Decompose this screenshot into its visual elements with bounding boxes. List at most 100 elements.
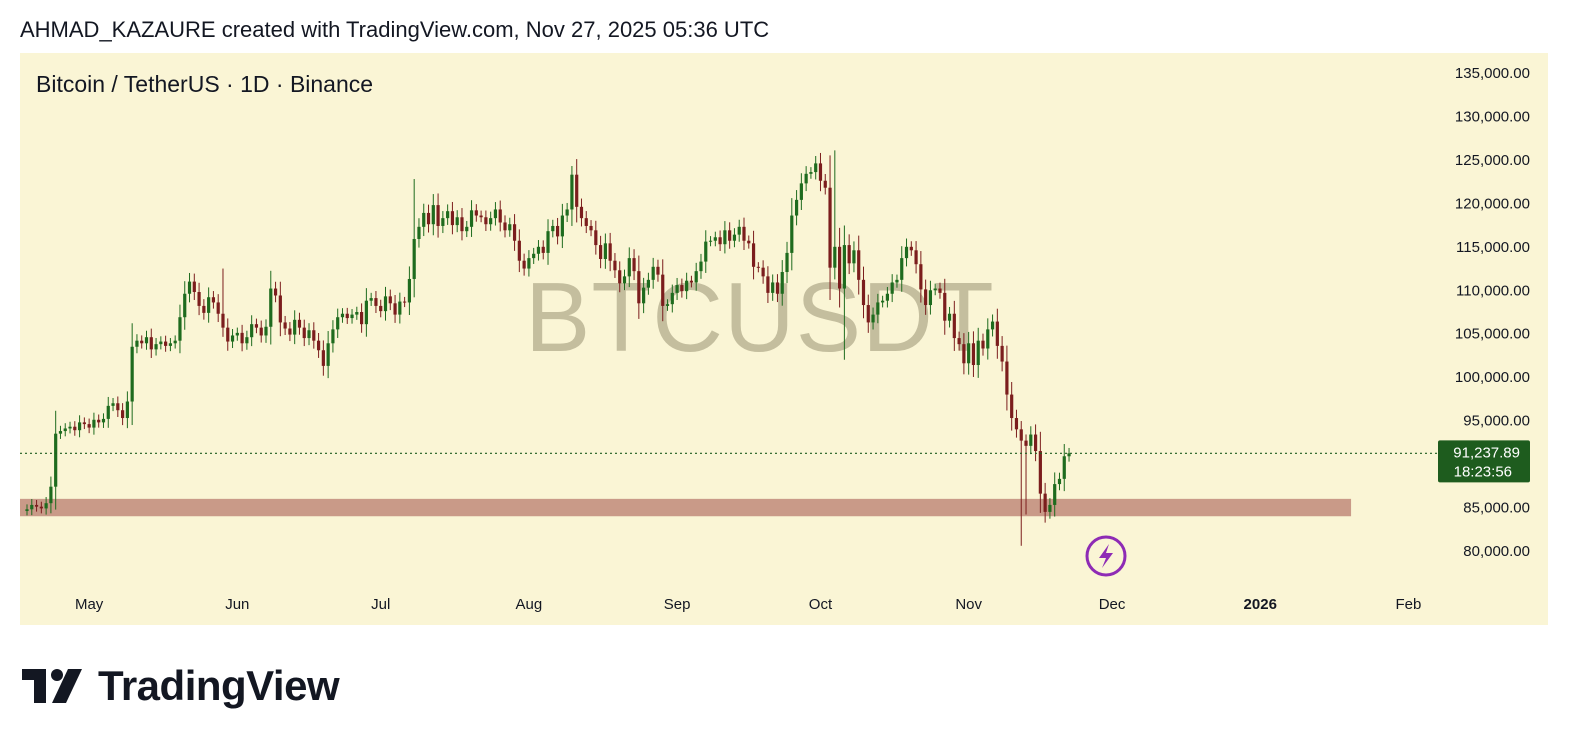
candle-body [1062, 456, 1066, 479]
time-axis-tick-label: Nov [955, 596, 982, 613]
candle-body [728, 230, 732, 241]
candle-body [924, 289, 928, 306]
candle-body [847, 245, 851, 264]
candle-body [264, 326, 268, 336]
candle-body [675, 285, 679, 293]
candle-body [383, 296, 388, 312]
candle-body [627, 258, 631, 277]
candle-body [1053, 484, 1057, 505]
candle-body [995, 321, 999, 346]
candle-body [852, 250, 856, 264]
candle-body [226, 327, 230, 342]
candle-body [589, 225, 593, 231]
candle-body [417, 226, 421, 239]
candle-body [331, 329, 335, 344]
tradingview-logo-icon [22, 669, 82, 703]
candle-body [345, 313, 349, 319]
candle-body [92, 419, 96, 428]
candle-body [565, 209, 569, 216]
symbol-watermark: BTCUSDT [525, 262, 995, 372]
candle-body [541, 246, 545, 253]
price-axis: 135,000.00 130,000.00 125,000.00 120,000.00… [1455, 65, 1530, 560]
candle-body [183, 293, 187, 318]
candle-body [656, 266, 660, 275]
candle-body [508, 224, 512, 231]
candle-body [904, 246, 909, 259]
candle-body [704, 241, 708, 262]
candle-body [269, 288, 273, 327]
candle-body [455, 217, 459, 226]
candle-body [967, 343, 971, 364]
candle-body [235, 332, 239, 336]
price-axis-tick-label: 125,000.00 [1455, 152, 1530, 169]
candle-body [431, 205, 435, 225]
candle-body [794, 199, 799, 216]
candle-body [646, 279, 650, 288]
price-axis-tick-label: 115,000.00 [1456, 239, 1530, 256]
candle-body [761, 267, 765, 277]
candle-body [144, 337, 149, 344]
candle-body [412, 238, 416, 279]
candle-body [1048, 504, 1052, 512]
candle-body [833, 246, 837, 268]
candle-body [278, 295, 282, 323]
candle-body [168, 343, 172, 346]
candle-body [689, 280, 694, 283]
candle-body [732, 234, 737, 241]
tradingview-brand[interactable]: TradingView [22, 662, 340, 710]
candle-body [140, 340, 144, 344]
candle-body [187, 281, 192, 294]
candle-body [962, 344, 966, 364]
candle-body [866, 305, 870, 323]
price-axis-tick-label: 135,000.00 [1455, 65, 1530, 82]
candle-body [426, 212, 431, 225]
candle-body [871, 314, 875, 323]
candle-body [694, 271, 698, 283]
candle-body [579, 206, 584, 219]
candle-body [699, 261, 703, 272]
candle-body [245, 337, 249, 344]
candle-body [857, 250, 861, 280]
candle-body [121, 410, 125, 419]
candle-body [254, 324, 259, 328]
candle-body [350, 314, 354, 319]
candle-body [326, 343, 330, 366]
candle-body [1010, 394, 1014, 419]
price-axis-tick-label: 85,000.00 [1463, 500, 1530, 517]
candle-body [465, 226, 469, 232]
candle-body [608, 243, 612, 261]
candle-body [39, 506, 43, 509]
candle-body [842, 245, 846, 289]
candle-body [1029, 434, 1033, 446]
candle-body [1024, 440, 1028, 446]
candle-body [474, 210, 478, 216]
price-chart[interactable]: 135,000.00 130,000.00 125,000.00 120,000.00… [20, 53, 1548, 625]
candle-body [713, 237, 717, 241]
candle-body [517, 240, 521, 261]
chart-panel[interactable]: BTCUSDT 135,000.00 130,000.00 125,000.00 12… [20, 53, 1548, 625]
candle-body [1057, 478, 1062, 485]
candle-body [159, 341, 163, 345]
flash-icon[interactable] [1085, 535, 1127, 577]
candle-body [149, 337, 153, 350]
candle-body [130, 346, 134, 402]
current-price-badge [1438, 440, 1530, 483]
candle-body [981, 340, 985, 349]
candle-body [661, 274, 665, 306]
candle-body [240, 332, 244, 344]
price-axis-tick-label: 120,000.00 [1455, 195, 1530, 212]
candle-body [737, 226, 741, 235]
candle-body [221, 313, 225, 328]
time-axis-tick-label: Oct [809, 596, 833, 613]
candle-body [493, 209, 498, 219]
time-axis-tick-label: Sep [664, 596, 691, 613]
candle-body [68, 426, 72, 429]
candle-body [316, 340, 321, 351]
candle-body [283, 322, 287, 329]
time-axis-tick-label: Jul [371, 596, 390, 613]
current-price-label: 91,237.89 18:23:56 [1438, 440, 1530, 483]
candle-body [976, 340, 980, 366]
candle-body [116, 403, 120, 411]
candle-body [77, 422, 82, 431]
candle-body [986, 329, 990, 349]
